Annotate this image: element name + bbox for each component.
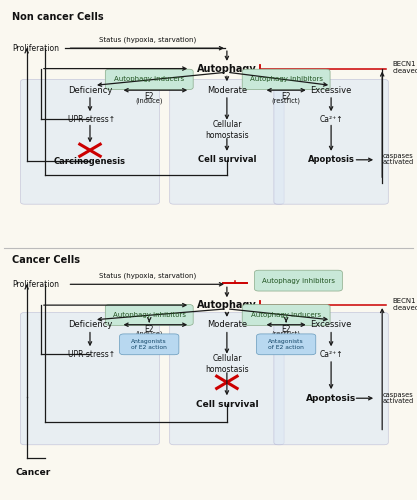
FancyBboxPatch shape — [254, 270, 342, 291]
Text: Moderate: Moderate — [207, 320, 247, 329]
Text: Status (hypoxia, starvation): Status (hypoxia, starvation) — [98, 272, 196, 279]
Text: Excessive: Excessive — [310, 86, 352, 94]
Text: activated: activated — [382, 159, 413, 165]
Text: cleaved: cleaved — [392, 305, 417, 311]
Text: (induce): (induce) — [136, 331, 163, 338]
Text: Autophagy inhibitors: Autophagy inhibitors — [250, 76, 323, 82]
Text: Ca²⁺↑: Ca²⁺↑ — [319, 114, 343, 124]
Text: Deficiency: Deficiency — [68, 320, 112, 329]
Text: Proliferation: Proliferation — [13, 280, 59, 289]
Text: E2: E2 — [281, 325, 291, 334]
Text: BECN1: BECN1 — [392, 298, 416, 304]
Text: E2: E2 — [281, 92, 291, 100]
FancyBboxPatch shape — [274, 80, 388, 204]
Text: activated: activated — [382, 398, 413, 404]
Text: UPR stress↑: UPR stress↑ — [68, 114, 116, 124]
FancyBboxPatch shape — [106, 304, 193, 326]
Text: Cell survival: Cell survival — [198, 156, 256, 164]
Text: Cancer: Cancer — [15, 468, 50, 477]
FancyBboxPatch shape — [120, 334, 179, 354]
FancyBboxPatch shape — [106, 69, 193, 89]
Text: Apoptosis: Apoptosis — [308, 156, 354, 164]
FancyBboxPatch shape — [242, 69, 330, 89]
Text: Non cancer Cells: Non cancer Cells — [13, 12, 104, 22]
FancyBboxPatch shape — [242, 304, 330, 326]
Text: Autophagy: Autophagy — [197, 300, 257, 310]
Text: Autophagy: Autophagy — [197, 64, 257, 74]
Text: UPR stress↑: UPR stress↑ — [68, 350, 116, 358]
Text: (induce): (induce) — [136, 98, 163, 104]
Text: Moderate: Moderate — [207, 86, 247, 94]
Text: Autophagy inhibitors: Autophagy inhibitors — [262, 278, 335, 283]
Text: Cellular
homostasis: Cellular homostasis — [205, 120, 249, 140]
Text: caspases: caspases — [382, 392, 413, 398]
FancyBboxPatch shape — [170, 80, 284, 204]
FancyBboxPatch shape — [256, 334, 316, 354]
FancyBboxPatch shape — [274, 312, 388, 445]
Text: Cellular
homostasis: Cellular homostasis — [205, 354, 249, 374]
FancyBboxPatch shape — [170, 312, 284, 445]
Text: Autophagy inhibitors: Autophagy inhibitors — [113, 312, 186, 318]
Text: Carcinogenesis: Carcinogenesis — [54, 156, 126, 166]
Text: Cancer Cells: Cancer Cells — [13, 255, 80, 265]
Text: (restrict): (restrict) — [271, 98, 301, 104]
Text: Autophagy inducers: Autophagy inducers — [114, 76, 184, 82]
Text: Ca²⁺↑: Ca²⁺↑ — [319, 350, 343, 358]
Text: BECN1: BECN1 — [392, 61, 416, 67]
Text: Autophagy inducers: Autophagy inducers — [251, 312, 321, 318]
Text: Excessive: Excessive — [310, 320, 352, 329]
Text: cleaved: cleaved — [392, 68, 417, 74]
FancyBboxPatch shape — [20, 312, 159, 445]
Text: E2: E2 — [145, 92, 154, 100]
Text: Proliferation: Proliferation — [13, 44, 59, 52]
FancyBboxPatch shape — [20, 80, 159, 204]
Text: Antagonists
of E2 action: Antagonists of E2 action — [131, 339, 167, 349]
Text: Apoptosis: Apoptosis — [306, 394, 356, 402]
Text: caspases: caspases — [382, 153, 413, 159]
Text: Deficiency: Deficiency — [68, 86, 112, 94]
Text: Antagonists
of E2 action: Antagonists of E2 action — [268, 339, 304, 349]
Text: E2: E2 — [145, 325, 154, 334]
Text: Status (hypoxia, starvation): Status (hypoxia, starvation) — [98, 36, 196, 43]
Text: Cell survival: Cell survival — [196, 400, 258, 409]
Text: (restrict): (restrict) — [271, 331, 301, 338]
